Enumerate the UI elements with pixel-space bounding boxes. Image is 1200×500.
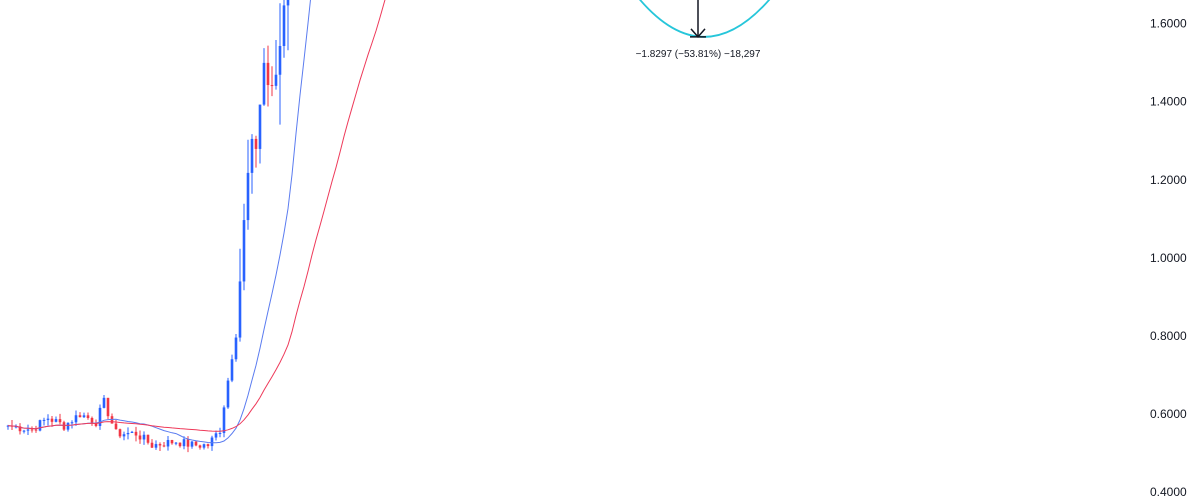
candle-body	[82, 415, 86, 418]
candle-body	[278, 45, 282, 75]
candle-body	[58, 419, 62, 423]
candle-body	[214, 433, 218, 438]
candle-body	[42, 419, 46, 421]
candlestick-series	[6, 0, 290, 453]
candle-body	[114, 423, 118, 430]
candle-body	[66, 422, 70, 430]
candle-body	[134, 431, 138, 436]
candle-body	[238, 281, 242, 338]
candle-body	[206, 444, 210, 447]
candle-body	[178, 442, 182, 447]
candle-body	[118, 429, 122, 437]
candle-body	[182, 439, 186, 447]
candle-body	[98, 407, 102, 426]
candle-body	[222, 407, 226, 433]
ma-fast-line	[7, 0, 311, 444]
candle-body	[22, 430, 26, 432]
candle-body	[94, 422, 98, 426]
candle-body	[146, 434, 150, 443]
candle-body	[46, 418, 50, 420]
candle-body	[78, 415, 82, 418]
candle-body	[274, 74, 278, 86]
candle-body	[286, 0, 290, 6]
candle-body	[70, 422, 74, 424]
candle-body	[190, 441, 194, 447]
candle-body	[138, 435, 142, 440]
moving-averages	[7, 0, 386, 444]
candle-body	[186, 439, 190, 447]
candle-body	[174, 442, 178, 444]
measure-label: −1.8297 (−53.81%) −18,297	[636, 49, 761, 60]
cup-curve-line	[639, 0, 771, 38]
candle-body	[18, 426, 22, 432]
candle-body	[218, 432, 222, 434]
candle-body	[266, 62, 270, 86]
candle-body	[102, 397, 106, 408]
candle-body	[210, 437, 214, 447]
candle-body	[270, 85, 274, 87]
y-tick-label: 0.4000	[1150, 485, 1187, 499]
candle-body	[38, 420, 42, 431]
candle-body	[86, 415, 90, 418]
candle-body	[202, 444, 206, 448]
candle-body	[30, 429, 34, 431]
candle-body	[282, 5, 286, 46]
y-tick-label: 1.2000	[1150, 173, 1187, 187]
candle-body	[254, 138, 258, 149]
candle-body	[154, 444, 158, 448]
y-tick-label: 0.8000	[1150, 329, 1187, 343]
candle-body	[14, 426, 18, 428]
y-tick-label: 1.6000	[1150, 17, 1187, 31]
measurement-tool[interactable]: −1.8297 (−53.81%) −18,297	[636, 0, 761, 60]
candle-body	[34, 429, 38, 431]
candle-body	[170, 440, 174, 444]
candle-body	[226, 380, 230, 408]
candle-body	[230, 359, 234, 381]
candle-body	[150, 442, 154, 448]
candle-body	[130, 431, 134, 433]
candle-body	[158, 444, 162, 446]
candle-body	[126, 432, 130, 435]
candle-body	[142, 434, 146, 440]
candle-body	[62, 422, 66, 430]
candle-body	[198, 445, 202, 448]
candle-body	[6, 425, 10, 427]
candle-body	[194, 441, 198, 446]
price-axis: 3.20003.00002.80002.60002.40002.20002.00…	[1150, 17, 1187, 499]
candle-body	[262, 62, 266, 105]
candle-body	[90, 417, 94, 423]
candle-body	[258, 104, 262, 149]
candle-body	[162, 445, 166, 447]
candle-body	[54, 419, 58, 422]
candle-body	[250, 138, 254, 173]
candle-body	[122, 434, 126, 437]
y-tick-label: 1.4000	[1150, 95, 1187, 109]
candle-body	[106, 397, 110, 417]
candle-body	[242, 220, 246, 282]
candle-body	[74, 415, 78, 423]
y-tick-label: 0.6000	[1150, 407, 1187, 421]
candle-body	[50, 418, 54, 422]
ma-slow-line	[7, 0, 386, 432]
candle-body	[166, 440, 170, 447]
candle-body	[26, 429, 30, 431]
cup-curve	[639, 0, 771, 38]
candle-body	[246, 172, 250, 221]
y-tick-label: 1.0000	[1150, 251, 1187, 265]
candle-body	[234, 337, 238, 360]
